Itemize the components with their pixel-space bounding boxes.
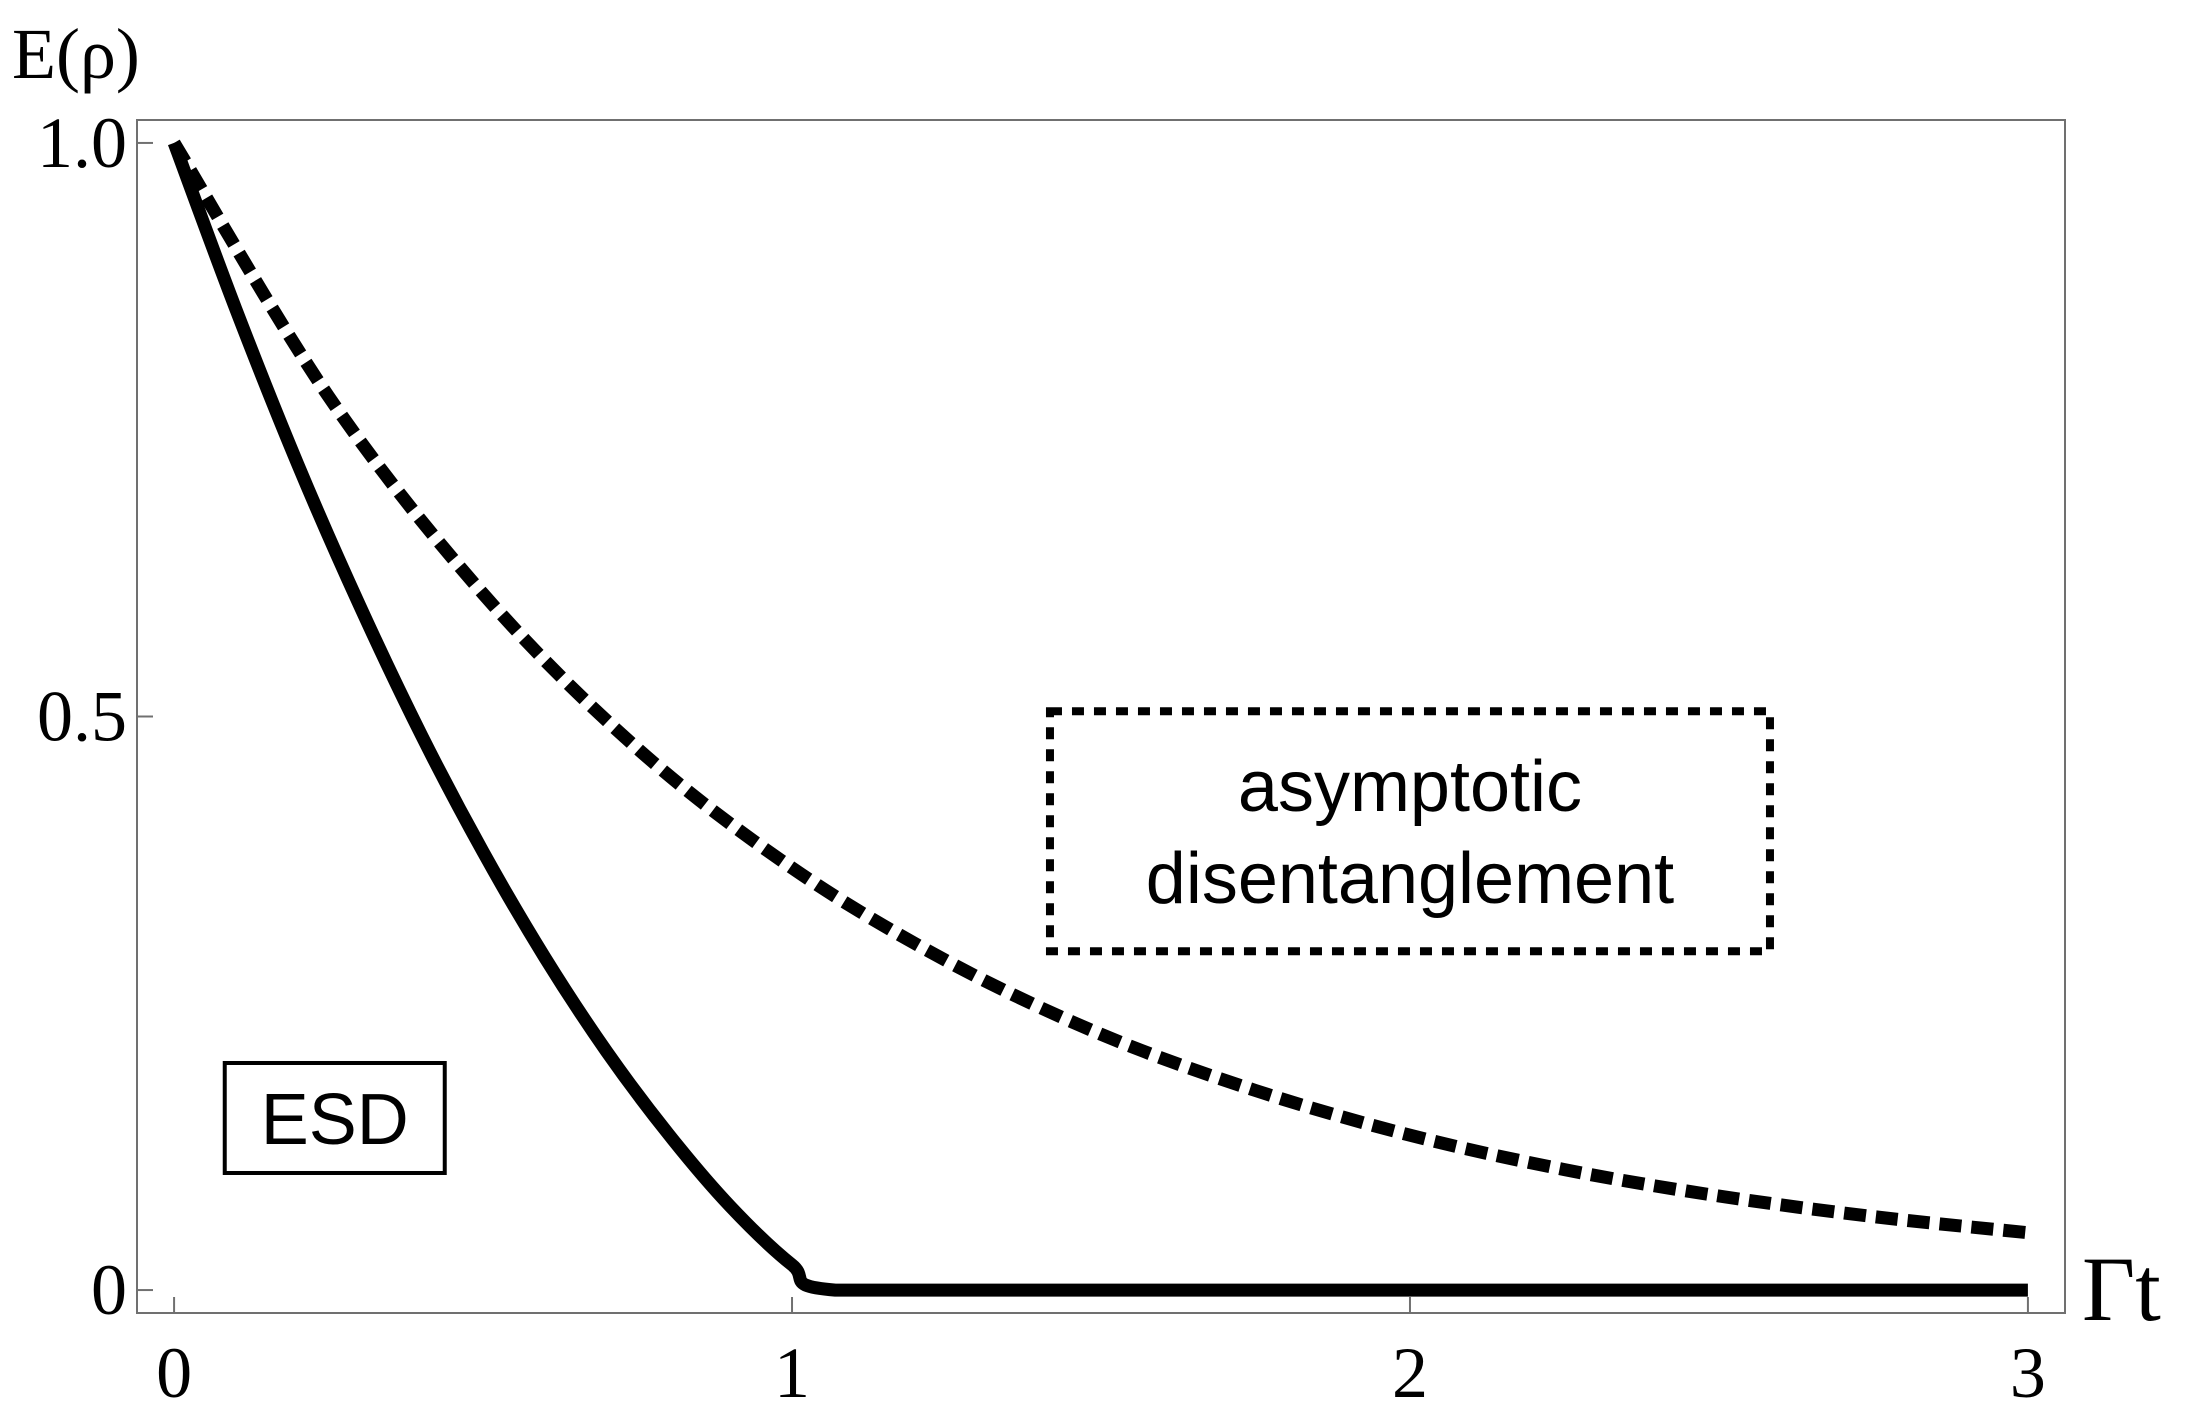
x-tick-label: 3: [2010, 1333, 2046, 1413]
x-tick-label: 2: [1392, 1333, 1428, 1413]
y-tick-label: 1.0: [37, 103, 127, 183]
asymptotic-annotation-line: disentanglement: [1146, 839, 1674, 919]
x-axis-label: Γt: [2082, 1238, 2161, 1340]
x-axis-ticks: 0 1 2 3: [156, 1297, 2046, 1413]
annotation-layer: ESD asymptotic disentanglement: [222, 707, 1774, 1175]
y-tick-label: 0: [91, 1250, 127, 1330]
asymptotic-annotation-line: asymptotic: [1238, 747, 1582, 827]
esd-annotation-label: ESD: [261, 1080, 409, 1160]
y-axis-label: E(ρ): [12, 14, 140, 94]
x-tick-label: 1: [774, 1333, 810, 1413]
y-axis-ticks: 0 0.5 1.0: [37, 103, 153, 1330]
solid-curve-series: [168, 140, 2028, 1297]
esd-annotation-box: [222, 1060, 447, 1175]
asymptotic-annotation-box: [1045, 707, 1774, 956]
x-tick-label: 0: [156, 1333, 192, 1413]
series-layer: [168, 139, 2029, 1297]
dashed-curve-series: [168, 139, 2029, 1240]
y-tick-label: 0.5: [37, 677, 127, 757]
